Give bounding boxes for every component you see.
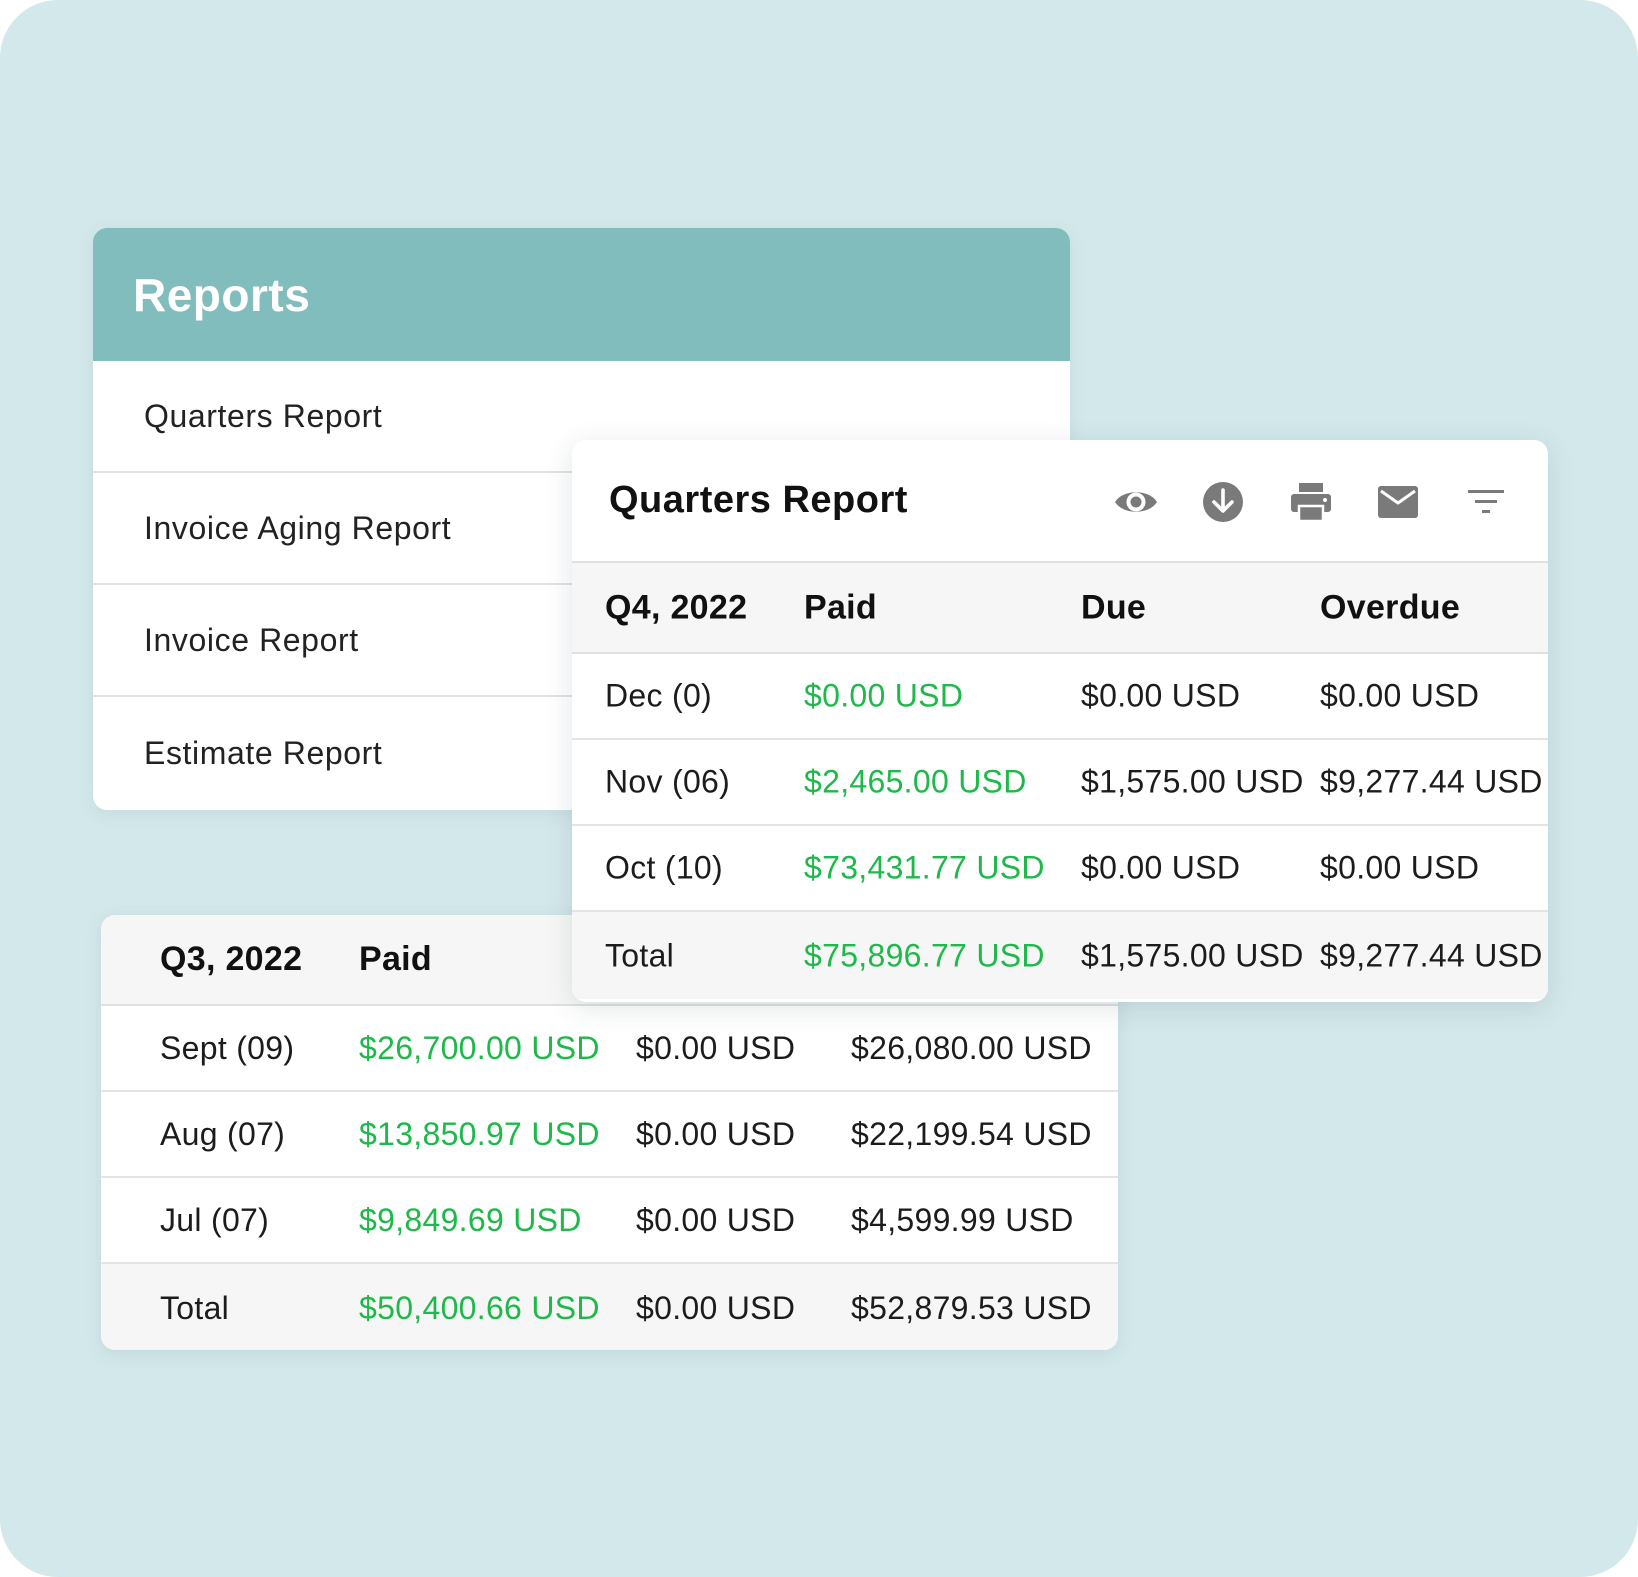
- due-total-cell: $0.00 USD: [636, 1289, 796, 1326]
- table-row: Dec (0) $0.00 USD $0.00 USD $0.00 USD: [572, 654, 1548, 740]
- reports-header: Reports: [93, 228, 1070, 361]
- due-cell: $0.00 USD: [1081, 849, 1241, 886]
- column-header-overdue: Overdue: [1320, 588, 1461, 626]
- table-row: Oct (10) $73,431.77 USD $0.00 USD $0.00 …: [572, 826, 1548, 912]
- overdue-cell: $0.00 USD: [1320, 849, 1480, 886]
- due-cell: $0.00 USD: [636, 1201, 796, 1238]
- column-header-paid: Paid: [804, 588, 878, 626]
- table-row: Sept (09) $26,700.00 USD $0.00 USD $26,0…: [101, 1006, 1118, 1092]
- overdue-cell: $22,199.54 USD: [851, 1115, 1092, 1152]
- mail-icon[interactable]: [1374, 480, 1422, 524]
- report-item-estimate[interactable]: Estimate Report: [144, 734, 383, 771]
- column-header-quarter: Q3, 2022: [160, 940, 303, 978]
- total-row: Total $75,896.77 USD $1,575.00 USD $9,27…: [572, 912, 1548, 999]
- due-cell: $0.00 USD: [636, 1115, 796, 1152]
- month-cell: Jul (07): [160, 1201, 270, 1238]
- overdue-cell: $26,080.00 USD: [851, 1029, 1092, 1066]
- paid-cell: $13,850.97 USD: [359, 1115, 600, 1152]
- overdue-cell: $9,277.44 USD: [1320, 763, 1543, 800]
- month-cell: Dec (0): [605, 677, 713, 714]
- download-icon[interactable]: [1199, 480, 1247, 524]
- due-cell: $0.00 USD: [636, 1029, 796, 1066]
- column-header-quarter: Q4, 2022: [605, 588, 748, 626]
- table-row: Jul (07) $9,849.69 USD $0.00 USD $4,599.…: [101, 1178, 1118, 1264]
- paid-cell: $26,700.00 USD: [359, 1029, 600, 1066]
- paid-total-cell: $75,896.77 USD: [804, 937, 1045, 973]
- overdue-cell: $0.00 USD: [1320, 677, 1480, 714]
- paid-cell: $9,849.69 USD: [359, 1201, 582, 1238]
- overdue-total-cell: $52,879.53 USD: [851, 1289, 1092, 1326]
- due-cell: $1,575.00 USD: [1081, 763, 1304, 800]
- table-header: Q4, 2022 Paid Due Overdue: [572, 563, 1548, 654]
- print-icon[interactable]: [1287, 480, 1335, 524]
- overdue-cell: $4,599.99 USD: [851, 1201, 1074, 1238]
- table-row: Nov (06) $2,465.00 USD $1,575.00 USD $9,…: [572, 740, 1548, 826]
- month-cell: Nov (06): [605, 763, 731, 800]
- report-title: Quarters Report: [609, 479, 908, 521]
- column-header-due: Due: [1081, 588, 1147, 626]
- column-header-paid: Paid: [359, 940, 433, 978]
- due-total-cell: $1,575.00 USD: [1081, 937, 1304, 973]
- paid-cell: $2,465.00 USD: [804, 763, 1027, 800]
- paid-cell: $0.00 USD: [804, 677, 964, 714]
- month-cell: Aug (07): [160, 1115, 286, 1152]
- report-titlebar: Quarters Report: [572, 440, 1548, 563]
- table-row: Aug (07) $13,850.97 USD $0.00 USD $22,19…: [101, 1092, 1118, 1178]
- total-label: Total: [160, 1289, 230, 1326]
- quarters-report-card: Quarters Report: [572, 440, 1548, 1002]
- total-label: Total: [605, 937, 675, 973]
- paid-cell: $73,431.77 USD: [804, 849, 1045, 886]
- month-cell: Sept (09): [160, 1029, 295, 1066]
- total-row: Total $50,400.66 USD $0.00 USD $52,879.5…: [101, 1264, 1118, 1350]
- due-cell: $0.00 USD: [1081, 677, 1241, 714]
- reports-title: Reports: [133, 268, 311, 321]
- overdue-total-cell: $9,277.44 USD: [1320, 937, 1543, 973]
- month-cell: Oct (10): [605, 849, 723, 886]
- filter-icon[interactable]: [1462, 480, 1510, 524]
- eye-icon[interactable]: [1112, 480, 1160, 524]
- paid-total-cell: $50,400.66 USD: [359, 1289, 600, 1326]
